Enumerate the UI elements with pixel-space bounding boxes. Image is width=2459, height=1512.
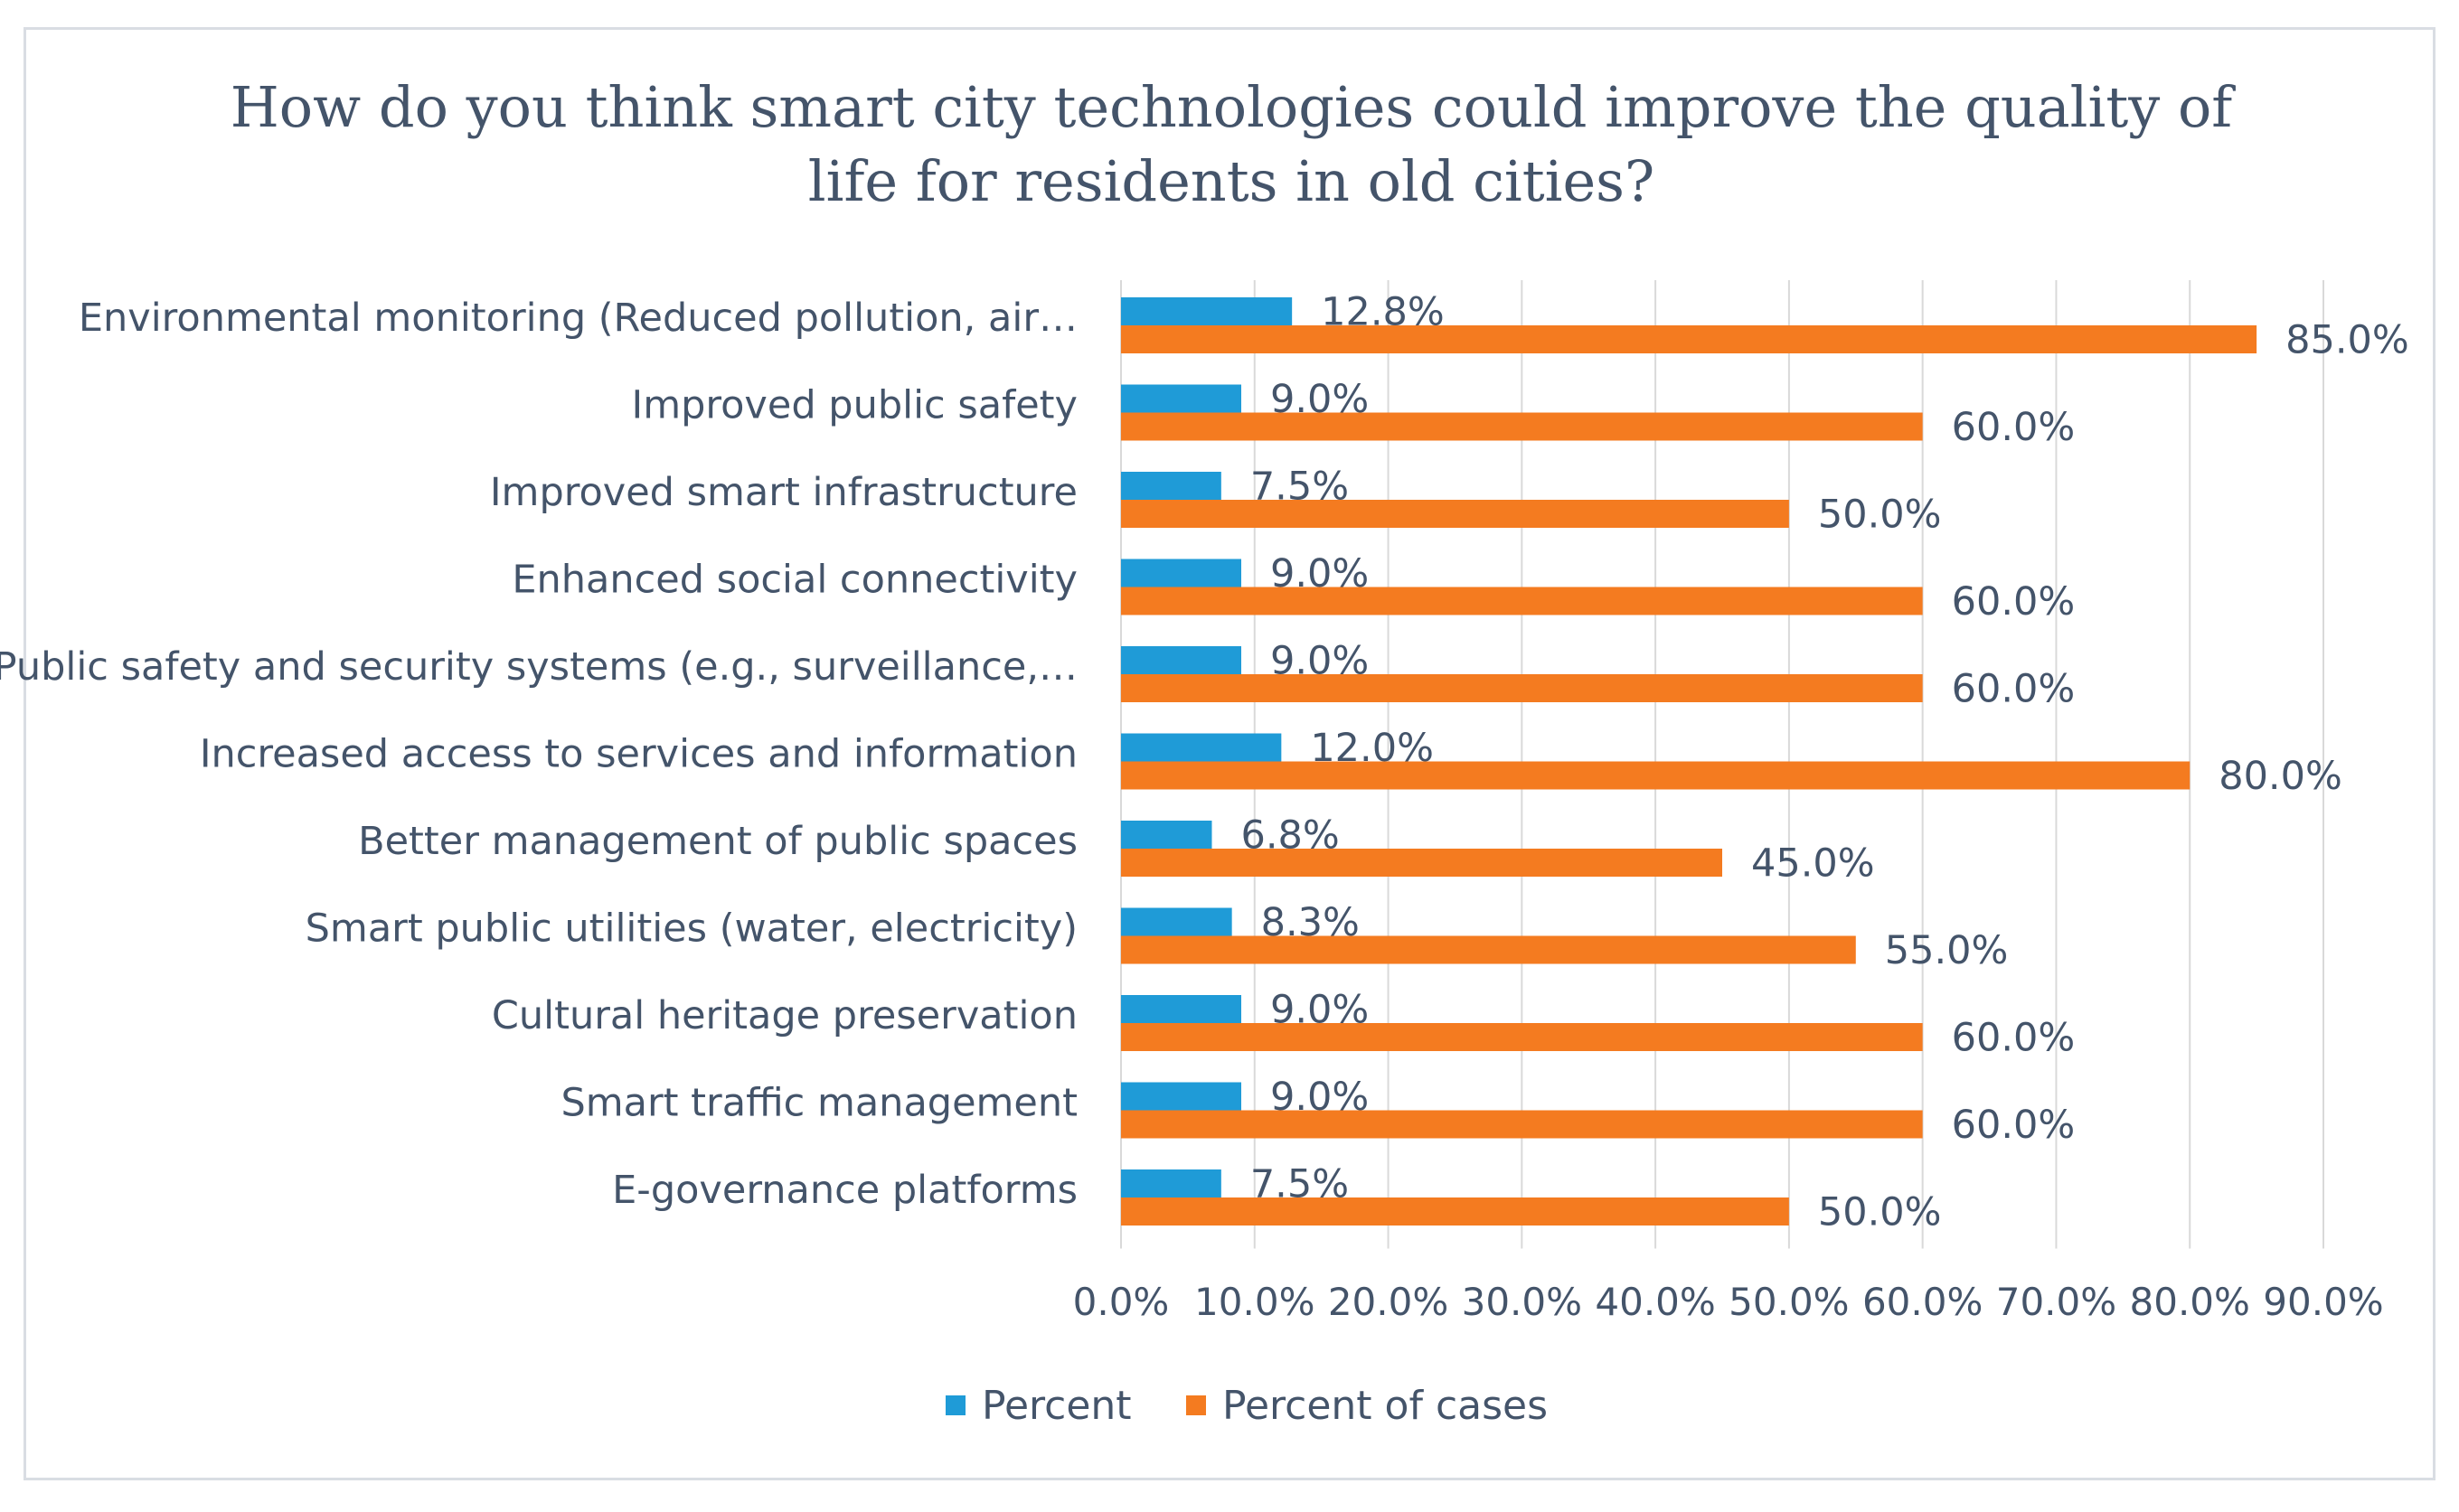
- bars: 12.8%85.0%9.0%60.0%7.5%50.0%9.0%60.0%9.0…: [1121, 290, 2409, 1235]
- x-tick-label-3: 30.0%: [1462, 1280, 1582, 1324]
- legend: Percent Percent of cases: [946, 1383, 1548, 1429]
- bar-percent-of-cases-4: [1121, 674, 1923, 702]
- category-label-5: Increased access to services and informa…: [200, 732, 1078, 777]
- data-label-percent-of-cases-7: 55.0%: [1885, 928, 2009, 973]
- category-labels: Environmental monitoring (Reduced pollut…: [0, 296, 1078, 1213]
- x-tick-label-8: 80.0%: [2130, 1280, 2250, 1324]
- data-label-percent-of-cases-6: 45.0%: [1751, 841, 1875, 887]
- x-tick-label-1: 10.0%: [1194, 1280, 1314, 1324]
- x-tick-label-0: 0.0%: [1073, 1280, 1170, 1324]
- category-label-3: Enhanced social connectivity: [512, 558, 1078, 603]
- category-label-7: Smart public utilities (water, electrici…: [306, 906, 1078, 952]
- x-tick-label-9: 90.0%: [2263, 1280, 2383, 1324]
- data-label-percent-of-cases-5: 80.0%: [2219, 754, 2342, 799]
- legend-swatch-percent-of-cases: [1186, 1395, 1206, 1415]
- bar-percent-3: [1121, 559, 1241, 587]
- category-label-1: Improved public safety: [632, 383, 1078, 428]
- x-tick-label-7: 70.0%: [1996, 1280, 2116, 1324]
- legend-label-percent-of-cases: Percent of cases: [1222, 1383, 1548, 1429]
- x-tick-label-5: 50.0%: [1729, 1280, 1849, 1324]
- category-label-10: E-governance platforms: [612, 1168, 1078, 1213]
- x-axis-ticks: 0.0% 10.0% 20.0% 30.0% 40.0% 50.0% 60.0% 70.0% 8…: [1073, 1280, 2384, 1324]
- bar-percent-5: [1121, 733, 1282, 762]
- chart-title: How do you think smart city technologies…: [231, 74, 2237, 214]
- bar-percent-of-cases-7: [1121, 935, 1856, 964]
- category-label-0: Environmental monitoring (Reduced pollut…: [79, 296, 1078, 341]
- legend-swatch-percent: [946, 1395, 966, 1415]
- x-tick-label-6: 60.0%: [1862, 1280, 1983, 1324]
- bar-percent-of-cases-9: [1121, 1110, 1923, 1139]
- bar-percent-of-cases-8: [1121, 1023, 1923, 1051]
- bar-percent-0: [1121, 297, 1293, 325]
- bar-percent-of-cases-0: [1121, 325, 2257, 353]
- x-tick-label-2: 20.0%: [1328, 1280, 1448, 1324]
- legend-label-percent: Percent: [982, 1383, 1132, 1429]
- data-label-percent-of-cases-3: 60.0%: [1952, 579, 2076, 625]
- bar-percent-2: [1121, 472, 1221, 500]
- x-tick-label-4: 40.0%: [1595, 1280, 1715, 1324]
- bar-percent-of-cases-5: [1121, 761, 2190, 790]
- bar-percent-7: [1121, 907, 1232, 936]
- data-label-percent-of-cases-10: 50.0%: [1818, 1190, 1942, 1235]
- category-label-8: Cultural heritage preservation: [492, 993, 1078, 1038]
- bar-percent-6: [1121, 821, 1212, 849]
- chart-title-line-2: life for residents in old cities?: [808, 148, 1654, 214]
- data-label-percent-of-cases-2: 50.0%: [1818, 493, 1942, 538]
- bar-percent-9: [1121, 1082, 1241, 1111]
- bar-percent-1: [1121, 384, 1241, 413]
- bar-percent-8: [1121, 995, 1241, 1023]
- bar-percent-of-cases-1: [1121, 412, 1923, 441]
- category-label-9: Smart traffic management: [561, 1081, 1078, 1126]
- bar-percent-of-cases-3: [1121, 587, 1923, 615]
- chart-title-line-1: How do you think smart city technologies…: [231, 74, 2237, 140]
- data-label-percent-of-cases-1: 60.0%: [1952, 405, 2076, 450]
- bar-percent-4: [1121, 646, 1241, 674]
- data-label-percent-of-cases-0: 85.0%: [2285, 318, 2409, 363]
- bar-percent-of-cases-6: [1121, 849, 1722, 877]
- bar-percent-10: [1121, 1169, 1221, 1197]
- category-label-4: Public safety and security systems (e.g.…: [0, 644, 1078, 690]
- category-label-6: Better management of public spaces: [358, 819, 1078, 864]
- category-label-2: Improved smart infrastructure: [490, 470, 1078, 515]
- bar-percent-of-cases-2: [1121, 500, 1789, 528]
- bar-percent-of-cases-10: [1121, 1197, 1789, 1226]
- data-label-percent-of-cases-9: 60.0%: [1952, 1103, 2076, 1148]
- data-label-percent-of-cases-4: 60.0%: [1952, 667, 2076, 712]
- data-label-percent-of-cases-8: 60.0%: [1952, 1016, 2076, 1061]
